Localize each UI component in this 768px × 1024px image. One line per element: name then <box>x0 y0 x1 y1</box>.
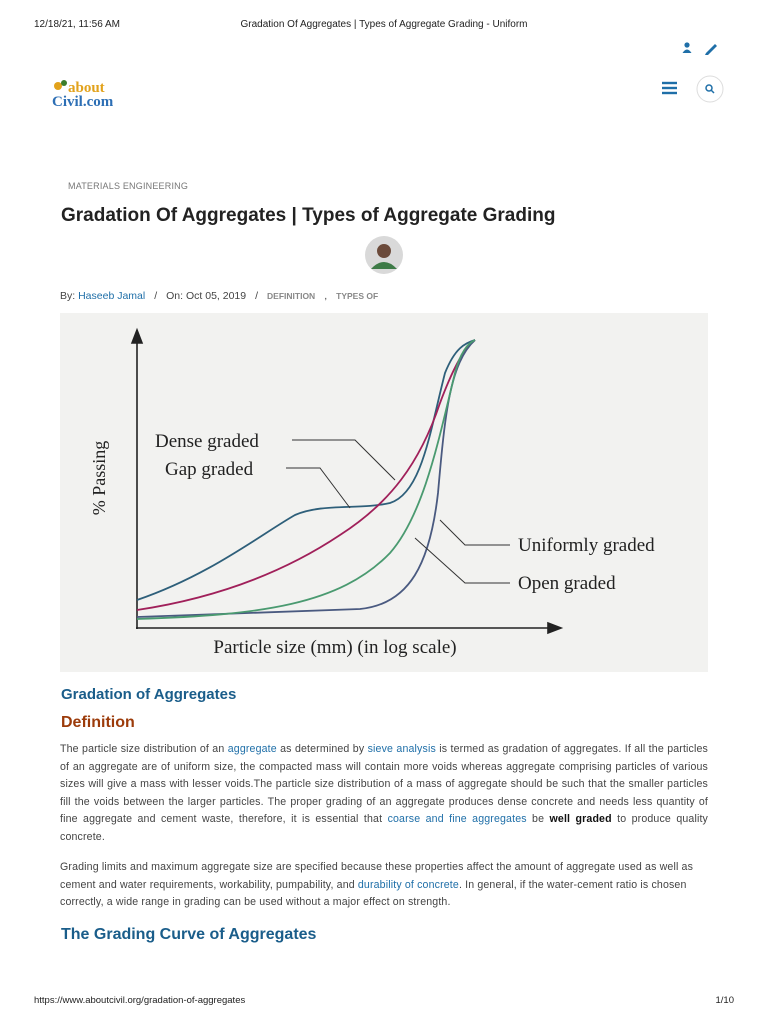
print-datetime: 12/18/21, 11:56 AM <box>34 19 120 30</box>
section-title: The Grading Curve of Aggregates <box>61 926 317 943</box>
paragraph: Grading limits and maximum aggregate siz… <box>60 859 708 912</box>
y-axis-label: % Passing <box>89 441 109 516</box>
menu-button[interactable] <box>662 81 677 95</box>
subsection-title: Definition <box>61 714 135 731</box>
edit-icon[interactable] <box>705 44 717 55</box>
figure: % Passing Particle size (mm) (in log sca… <box>60 313 708 672</box>
tag[interactable]: TYPES OF <box>336 291 379 301</box>
date: On: Oct 05, 2019 <box>166 290 247 302</box>
author-avatar <box>365 236 403 274</box>
dense-curve <box>136 339 476 601</box>
link[interactable]: sieve analysis <box>367 743 436 755</box>
site-header: about Civil.com <box>52 42 724 110</box>
bold-text: well graded <box>549 813 612 825</box>
separator: / <box>154 290 158 302</box>
search-button[interactable] <box>696 75 724 103</box>
logo-icon <box>61 80 67 86</box>
text: to produce quality concrete. <box>60 813 708 843</box>
text: The particle size distribution of an <box>60 743 228 755</box>
curve-label: Dense graded <box>155 431 259 452</box>
article-title: Gradation Of Aggregates | Types of Aggre… <box>61 205 556 226</box>
print-page: 1/10 <box>715 995 735 1006</box>
logo-icon <box>54 82 62 90</box>
leader-lines <box>286 439 510 584</box>
print-url: https://www.aboutcivil.org/gradation-of-… <box>34 995 246 1006</box>
curve-label: Gap graded <box>165 459 254 480</box>
axes <box>130 327 564 635</box>
curve-label: Open graded <box>518 573 616 594</box>
link[interactable]: durability of concrete <box>357 878 459 891</box>
byline: By: Haseeb Jamal / On: Oct 05, 2019 / DEFINI… <box>60 290 378 302</box>
category[interactable]: MATERIALS ENGINEERING <box>68 181 189 191</box>
curve-label: Uniformly graded <box>518 535 655 556</box>
section-title: Gradation of Aggregates <box>61 686 237 703</box>
paragraph: The particle size distribution of an agg… <box>60 741 708 846</box>
gap-curve <box>136 339 476 611</box>
text: Grading limits and maximum aggregate siz… <box>60 861 694 891</box>
logo-top[interactable]: about <box>68 80 105 96</box>
author[interactable]: Haseeb Jamal <box>78 290 146 302</box>
link[interactable]: coarse and fine aggregates <box>387 813 527 825</box>
text: is termed as gradation of aggregates. If… <box>60 743 708 825</box>
x-axis-label: Particle size (mm) (in log scale) <box>213 637 456 658</box>
by-label: By: <box>60 290 76 302</box>
text: be <box>526 813 550 825</box>
user-icon[interactable] <box>682 42 692 53</box>
text: . In general, if the water-cement ratio … <box>60 878 687 909</box>
logo-bottom[interactable]: Civil.com <box>52 94 114 110</box>
print-title: Gradation Of Aggregates | Types of Aggre… <box>240 19 528 30</box>
text: as determined by <box>276 743 368 755</box>
link[interactable]: aggregate <box>227 743 277 755</box>
open-curve <box>136 339 476 620</box>
separator: / <box>255 290 259 302</box>
tag[interactable]: DEFINITION <box>267 291 316 301</box>
separator: , <box>324 290 328 302</box>
